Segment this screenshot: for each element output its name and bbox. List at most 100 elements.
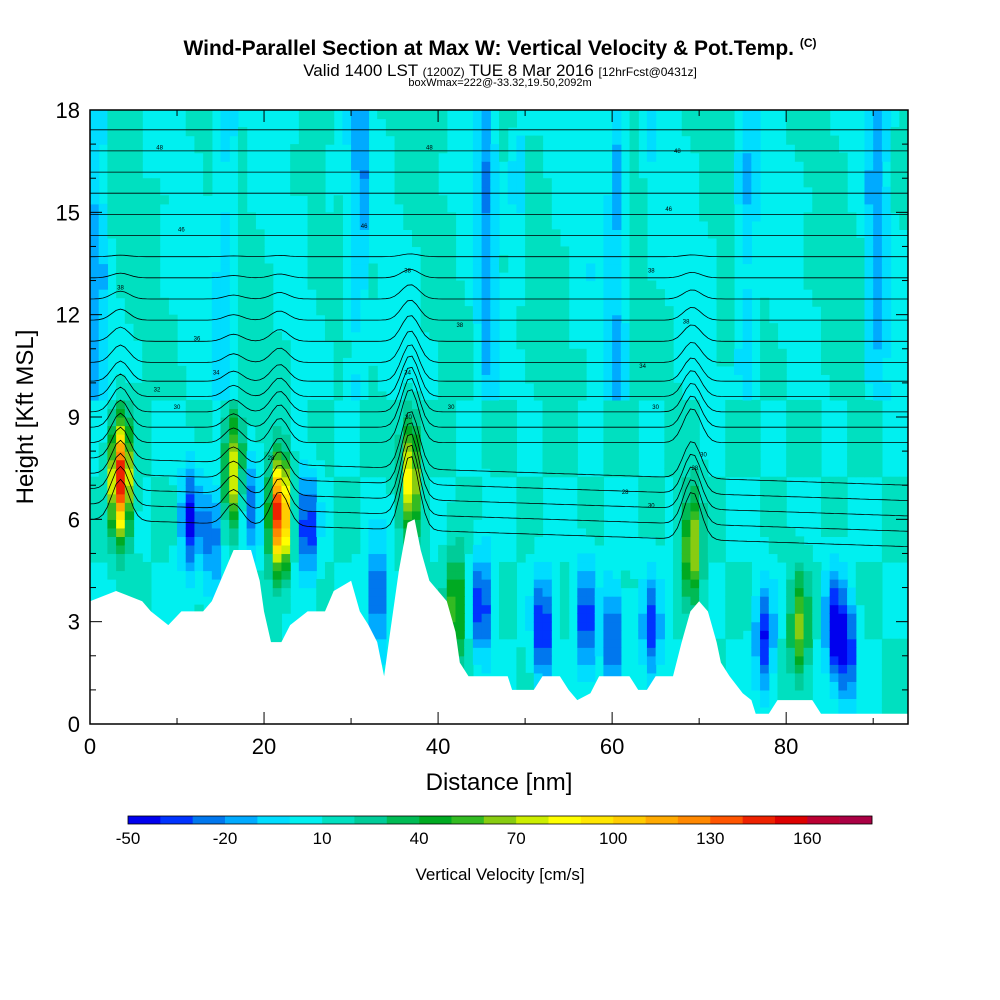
velocity-cell [760, 382, 770, 393]
velocity-cell [890, 706, 900, 717]
velocity-cell [481, 382, 491, 393]
velocity-cell [533, 672, 544, 682]
velocity-cell [281, 357, 291, 367]
velocity-cell [290, 152, 300, 162]
velocity-cell [855, 348, 866, 358]
velocity-cell [542, 451, 552, 461]
velocity-cell [646, 638, 657, 648]
velocity-cell [551, 340, 561, 350]
velocity-cell [733, 186, 744, 196]
velocity-cell [272, 331, 283, 341]
velocity-cell [864, 374, 874, 384]
velocity-cell [551, 408, 561, 418]
velocity-cell [725, 212, 735, 222]
velocity-cell [768, 655, 779, 665]
velocity-cell [107, 442, 117, 452]
velocity-cell [829, 169, 839, 179]
velocity-cell [673, 621, 683, 631]
velocity-cell [716, 178, 726, 188]
velocity-cell [229, 408, 239, 418]
velocity-cell [525, 229, 535, 239]
velocity-cell [890, 689, 900, 700]
velocity-cell [629, 417, 639, 427]
velocity-cell [786, 681, 796, 691]
velocity-cell [551, 314, 561, 324]
velocity-cell [681, 485, 692, 495]
velocity-cell [568, 459, 578, 469]
velocity-cell [420, 314, 430, 324]
velocity-cell [438, 408, 448, 418]
velocity-cell [316, 110, 326, 120]
velocity-cell [742, 254, 752, 265]
velocity-cell [455, 382, 465, 393]
chart-subtitle: Valid 1400 LST (1200Z) TUE 8 Mar 2016 [1… [0, 61, 1000, 81]
velocity-cell [203, 544, 213, 555]
velocity-cell [116, 451, 126, 461]
velocity-cell [681, 118, 692, 128]
velocity-cell [620, 459, 631, 469]
velocity-cell [820, 246, 831, 256]
theta-contour-line [90, 268, 908, 279]
velocity-cell [98, 502, 108, 512]
velocity-cell [124, 442, 135, 452]
velocity-cell [864, 570, 874, 580]
velocity-cell [307, 152, 317, 162]
velocity-cell [211, 527, 222, 537]
velocity-cell [673, 604, 683, 614]
velocity-cell [307, 417, 317, 427]
velocity-cell [385, 485, 396, 495]
velocity-cell [124, 553, 135, 563]
velocity-cell [577, 510, 587, 520]
velocity-cell [586, 613, 596, 623]
velocity-cell [742, 289, 752, 299]
velocity-cell [881, 289, 892, 299]
velocity-cell [629, 195, 639, 205]
velocity-cell [707, 510, 718, 520]
velocity-cell [272, 579, 283, 589]
velocity-cell [98, 468, 108, 478]
velocity-cell [237, 144, 248, 154]
velocity-cell [855, 263, 866, 273]
velocity-cell [124, 314, 135, 324]
velocity-cell [472, 152, 483, 162]
velocity-cell [124, 263, 135, 273]
velocity-cell [438, 442, 448, 452]
velocity-cell [133, 272, 143, 282]
velocity-cell [716, 348, 726, 358]
velocity-cell [777, 391, 787, 401]
velocity-cell [760, 604, 770, 614]
velocity-cell [307, 127, 317, 137]
velocity-cell [777, 365, 787, 375]
velocity-cell [211, 570, 222, 580]
velocity-cell [751, 144, 761, 154]
velocity-cell [742, 229, 752, 239]
velocity-cell [629, 357, 639, 367]
velocity-cell [116, 417, 126, 427]
velocity-cell [98, 254, 108, 265]
velocity-cell [351, 161, 361, 171]
velocity-cell [890, 161, 900, 171]
velocity-cell [507, 178, 517, 188]
velocity-cell [394, 127, 404, 137]
velocity-cell [803, 630, 813, 640]
velocity-cell [394, 519, 404, 529]
velocity-cell [272, 365, 283, 375]
velocity-cell [646, 365, 657, 375]
velocity-cell [124, 195, 135, 205]
colorbar-swatch [128, 816, 161, 824]
velocity-cell [646, 570, 657, 580]
velocity-cell [542, 638, 552, 648]
velocity-cell [229, 527, 239, 537]
velocity-cell [829, 178, 839, 188]
velocity-cell [768, 579, 779, 589]
velocity-cell [446, 561, 457, 572]
velocity-cell [264, 493, 274, 503]
velocity-cell [255, 417, 265, 427]
velocity-cell [890, 681, 900, 691]
velocity-cell [847, 331, 857, 341]
velocity-cell [690, 527, 700, 537]
velocity-cell [264, 434, 274, 444]
velocity-cell [760, 365, 770, 375]
velocity-cell [246, 493, 256, 503]
